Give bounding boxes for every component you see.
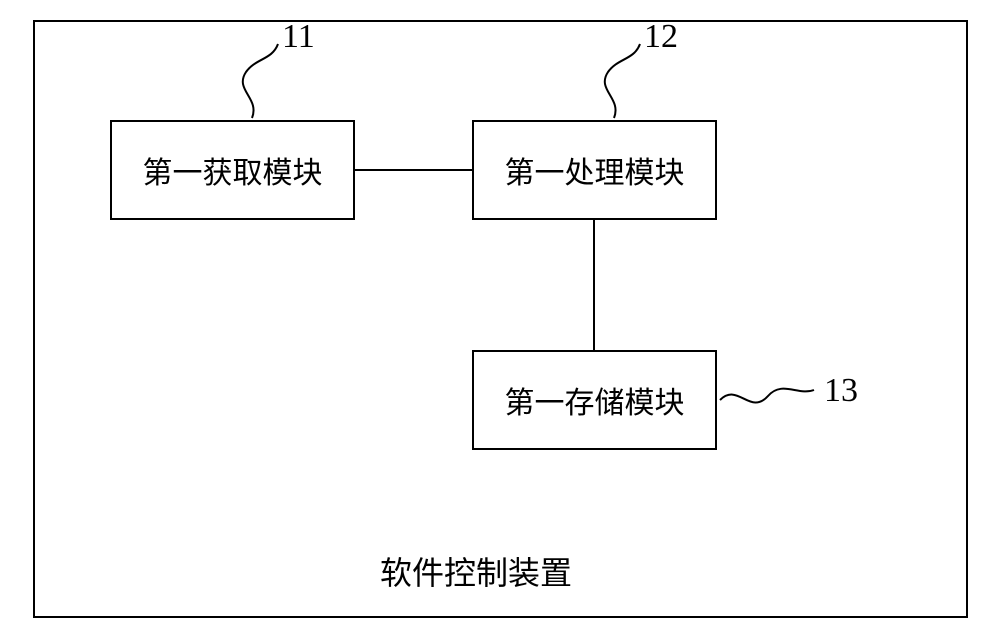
edge-11-12 — [355, 169, 472, 171]
leader-11 — [252, 118, 253, 119]
ref-number-13: 13 — [824, 372, 858, 410]
leader-12 — [614, 118, 615, 119]
node-storage-module: 第一存储模块 — [472, 350, 717, 450]
edge-12-13 — [593, 220, 595, 350]
node-process-module: 第一处理模块 — [472, 120, 717, 220]
ref-number-12: 12 — [644, 18, 678, 56]
node-acquire-module: 第一获取模块 — [110, 120, 355, 220]
node-label: 第一处理模块 — [505, 148, 685, 192]
leader-13 — [720, 400, 721, 401]
node-label: 第一获取模块 — [143, 148, 323, 192]
outer-container — [33, 20, 968, 618]
node-label: 第一存储模块 — [505, 378, 685, 422]
diagram-title: 软件控制装置 — [380, 548, 572, 594]
ref-number-11: 11 — [282, 18, 315, 56]
diagram-canvas: 第一获取模块 第一处理模块 第一存储模块 11 12 13 软件控制装置 — [0, 0, 1000, 638]
